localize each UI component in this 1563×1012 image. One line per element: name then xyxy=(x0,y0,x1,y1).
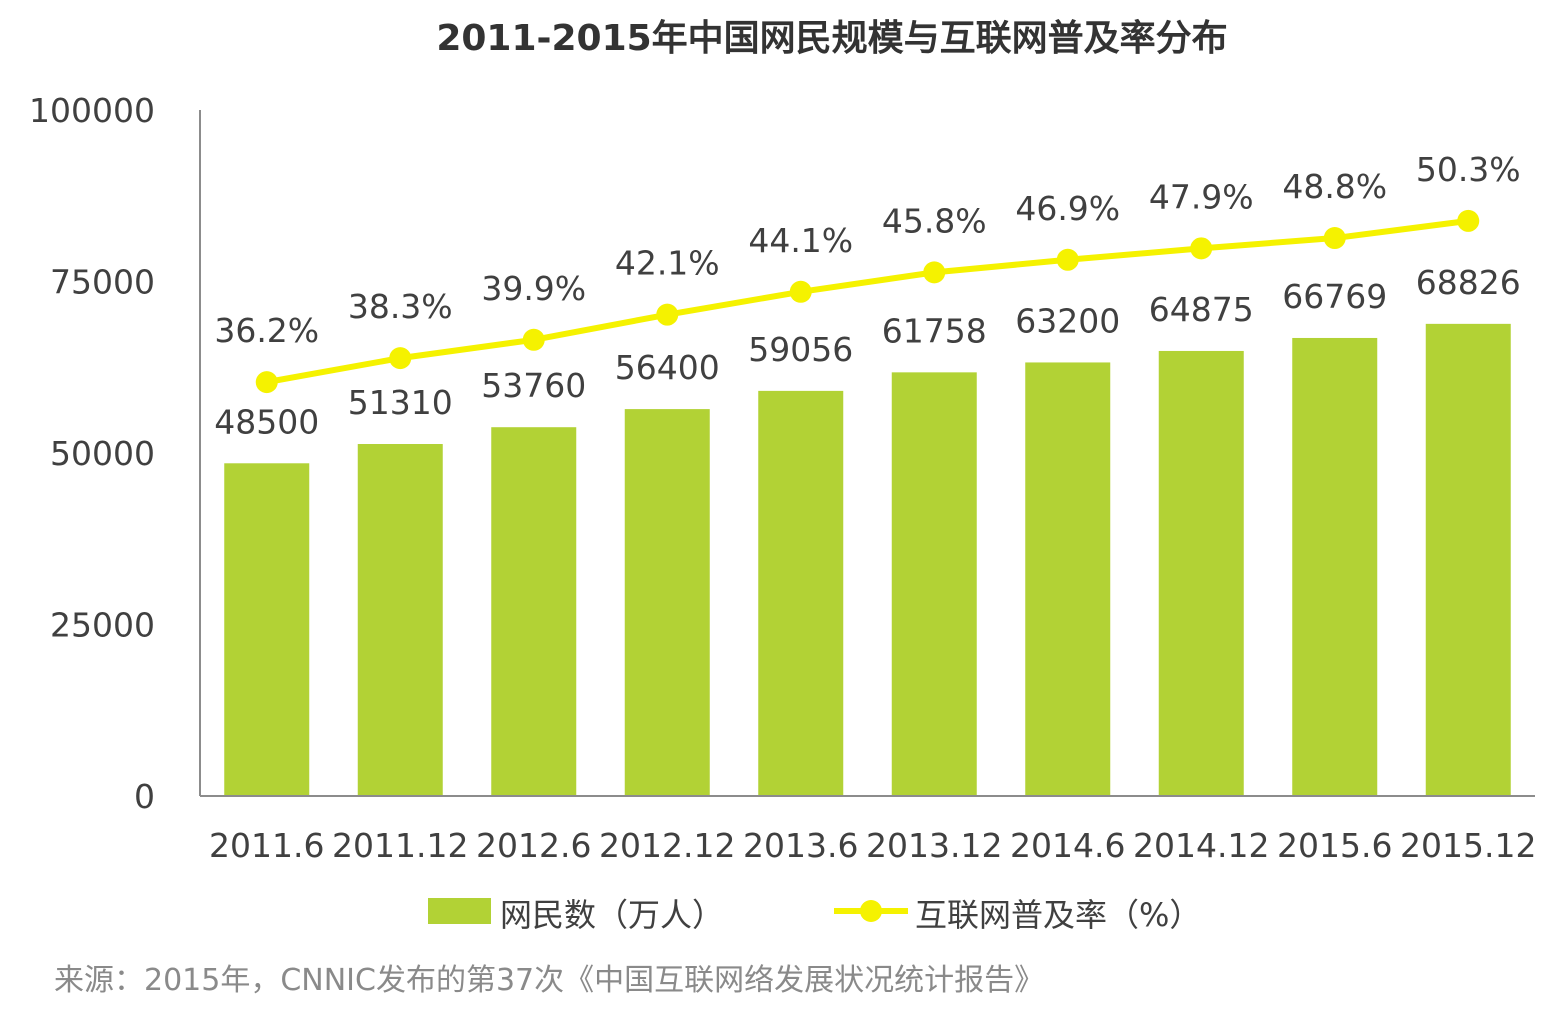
bar-value-label: 68826 xyxy=(1416,263,1521,302)
line-value-label: 38.3% xyxy=(348,287,453,326)
x-tick-label: 2012.6 xyxy=(476,826,591,865)
bar-value-label: 56400 xyxy=(615,348,720,387)
bar xyxy=(224,463,310,796)
line-value-label: 39.9% xyxy=(481,269,586,308)
bar-value-label: 61758 xyxy=(882,311,987,350)
legend-line-label: 互联网普及率（%） xyxy=(915,896,1201,934)
line-series: 36.2% 38.3% 39.9% 42.1% 44.1% 45.8% 46.9% 47.9%… xyxy=(214,150,1521,394)
bar-series: 48500 51310 53760 56400 59056 61758 63200 64875… xyxy=(214,263,1521,796)
x-tick-label: 2014.12 xyxy=(1133,826,1269,865)
line-value-label: 50.3% xyxy=(1416,150,1521,189)
y-tick-label: 0 xyxy=(134,777,155,816)
bar xyxy=(1425,323,1511,796)
bar xyxy=(758,390,844,796)
bar-value-label: 48500 xyxy=(214,402,319,441)
source-note: 来源：2015年，CNNIC发布的第37次《中国互联网络发展状况统计报告》 xyxy=(54,963,1044,998)
bar-value-label: 63200 xyxy=(1015,301,1120,340)
bar xyxy=(491,427,577,796)
x-tick-label: 2013.12 xyxy=(866,826,1002,865)
x-tick-label: 2012.12 xyxy=(599,826,735,865)
line-value-label: 46.9% xyxy=(1015,189,1120,228)
y-axis: 0 25000 50000 75000 100000 xyxy=(29,91,201,816)
x-tick-label: 2013.6 xyxy=(743,826,858,865)
line-point xyxy=(1457,209,1480,232)
line-point xyxy=(1190,237,1213,260)
legend: 网民数（万人） 互联网普及率（%） xyxy=(428,896,1201,934)
bar xyxy=(357,444,443,796)
legend-line-marker xyxy=(860,900,882,922)
x-tick-label: 2015.12 xyxy=(1400,826,1536,865)
line-value-label: 47.9% xyxy=(1149,177,1254,216)
line-value-label: 44.1% xyxy=(748,221,853,260)
line-value-label: 36.2% xyxy=(214,311,319,350)
line-point xyxy=(1056,248,1079,271)
chart-title: 2011-2015年中国网民规模与互联网普及率分布 xyxy=(436,18,1227,59)
bar-value-label: 59056 xyxy=(748,330,853,369)
legend-bar-swatch xyxy=(428,898,491,924)
line-path xyxy=(266,217,1469,386)
y-tick-label: 50000 xyxy=(50,434,155,473)
line-point xyxy=(255,371,278,394)
line-value-label: 42.1% xyxy=(615,244,720,283)
line-value-label: 48.8% xyxy=(1282,167,1387,206)
bar-value-label: 53760 xyxy=(481,366,586,405)
bar xyxy=(624,409,710,796)
line-point xyxy=(923,261,946,284)
bar xyxy=(1292,337,1378,796)
bar xyxy=(1158,350,1244,796)
x-tick-label: 2015.6 xyxy=(1277,826,1392,865)
x-tick-label: 2011.12 xyxy=(332,826,468,865)
bar xyxy=(891,372,977,796)
bar-value-label: 66769 xyxy=(1282,277,1387,316)
y-tick-label: 25000 xyxy=(50,606,155,645)
y-tick-label: 75000 xyxy=(50,263,155,302)
line-point xyxy=(522,328,545,351)
x-tick-label: 2014.6 xyxy=(1010,826,1125,865)
line-point xyxy=(789,280,812,303)
bar-value-label: 51310 xyxy=(348,383,453,422)
line-point xyxy=(656,303,679,326)
line-point xyxy=(1323,227,1346,250)
x-tick-label: 2011.6 xyxy=(209,826,324,865)
y-tick-label: 100000 xyxy=(29,91,155,130)
line-point xyxy=(389,347,412,370)
line-value-label: 45.8% xyxy=(882,201,987,240)
x-axis: 2011.6 2011.12 2012.6 2012.12 2013.6 2013.12 2… xyxy=(200,795,1536,865)
bar xyxy=(1025,362,1111,796)
bar-value-label: 64875 xyxy=(1149,290,1254,329)
legend-bar-label: 网民数（万人） xyxy=(500,896,724,934)
